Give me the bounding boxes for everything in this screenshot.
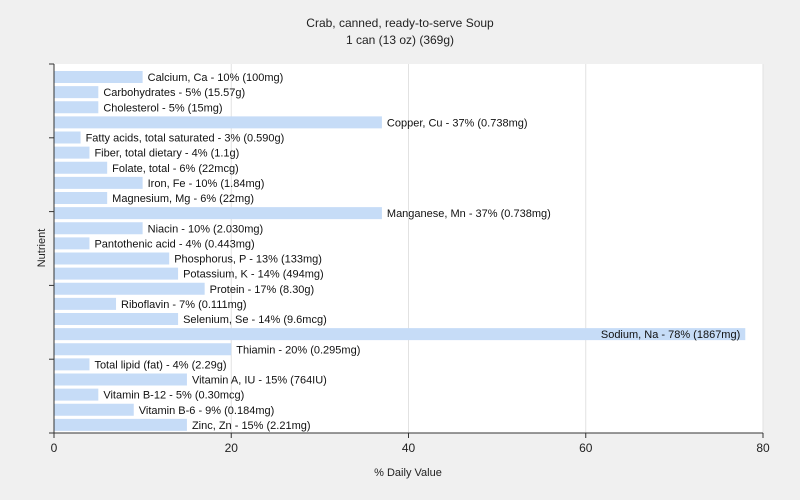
bar <box>54 343 232 356</box>
chart-subtitle: 1 can (13 oz) (369g) <box>346 33 454 47</box>
axes: 0 20 40 60 80 <box>49 63 770 455</box>
x-tick-label: 40 <box>402 441 416 455</box>
x-tick-label: 20 <box>225 441 239 455</box>
bar-label: Selenium, Se - 14% (9.6mcg) <box>183 314 327 326</box>
bar <box>54 237 90 250</box>
bar <box>54 282 205 295</box>
x-tick-label: 0 <box>51 441 58 455</box>
bar <box>54 71 143 83</box>
bar <box>54 116 382 129</box>
bar-label: Folate, total - 6% (22mcg) <box>112 163 239 175</box>
bar-label: Fiber, total dietary - 4% (1.1g) <box>94 148 239 160</box>
bar <box>54 101 99 114</box>
bar <box>54 176 143 189</box>
bar-label: Zinc, Zn - 15% (2.21mg) <box>192 420 311 432</box>
bar <box>54 131 81 144</box>
bar <box>54 222 143 235</box>
bar-label: Phosphorus, P - 13% (133mg) <box>174 254 322 266</box>
x-axis-title: % Daily Value <box>374 467 442 479</box>
bar-label: Cholesterol - 5% (15mg) <box>103 102 222 114</box>
bar <box>54 388 99 401</box>
bar-label: Iron, Fe - 10% (1.84mg) <box>148 178 265 190</box>
bar <box>54 418 187 431</box>
bars: Calcium, Ca - 10% (100mg) Carbohydrates -… <box>54 71 746 432</box>
bar-label: Sodium, Na - 78% (1867mg) <box>601 329 740 341</box>
bar-label: Magnesium, Mg - 6% (22mg) <box>112 193 254 205</box>
bar <box>54 252 170 265</box>
bar-label: Copper, Cu - 37% (0.738mg) <box>387 117 528 129</box>
bar-label: Fatty acids, total saturated - 3% (0.590… <box>86 133 285 145</box>
bar-label: Vitamin B-12 - 5% (0.30mcg) <box>103 390 244 402</box>
bar <box>54 373 187 386</box>
bar <box>54 146 90 159</box>
bar <box>54 328 746 341</box>
bar-label: Niacin - 10% (2.030mg) <box>148 223 264 235</box>
bar <box>54 161 108 174</box>
y-axis-title: Nutrient <box>36 229 48 268</box>
bar <box>54 403 134 416</box>
bar-label: Carbohydrates - 5% (15.57g) <box>103 87 245 99</box>
bar-label: Calcium, Ca - 10% (100mg) <box>148 72 284 84</box>
bar-label: Pantothenic acid - 4% (0.443mg) <box>94 238 254 250</box>
bar <box>54 313 179 325</box>
bar-label: Protein - 17% (8.30g) <box>210 284 315 296</box>
bar <box>54 207 382 220</box>
bar-label: Vitamin B-6 - 9% (0.184mg) <box>139 405 275 417</box>
bar <box>54 358 90 371</box>
bar-label: Total lipid (fat) - 4% (2.29g) <box>94 359 226 371</box>
bar-label: Thiamin - 20% (0.295mg) <box>236 344 360 356</box>
x-tick-label: 80 <box>756 441 770 455</box>
bar-label: Potassium, K - 14% (494mg) <box>183 269 324 281</box>
bar <box>54 192 108 204</box>
bar-label: Vitamin A, IU - 15% (764IU) <box>192 375 327 387</box>
bar <box>54 267 179 280</box>
bar <box>54 86 99 99</box>
bar-label: Riboflavin - 7% (0.111mg) <box>121 299 247 311</box>
chart-title: Crab, canned, ready-to-serve Soup <box>306 16 494 30</box>
bar-label: Manganese, Mn - 37% (0.738mg) <box>387 208 551 220</box>
bar <box>54 297 117 310</box>
x-tick-label: 60 <box>579 441 593 455</box>
